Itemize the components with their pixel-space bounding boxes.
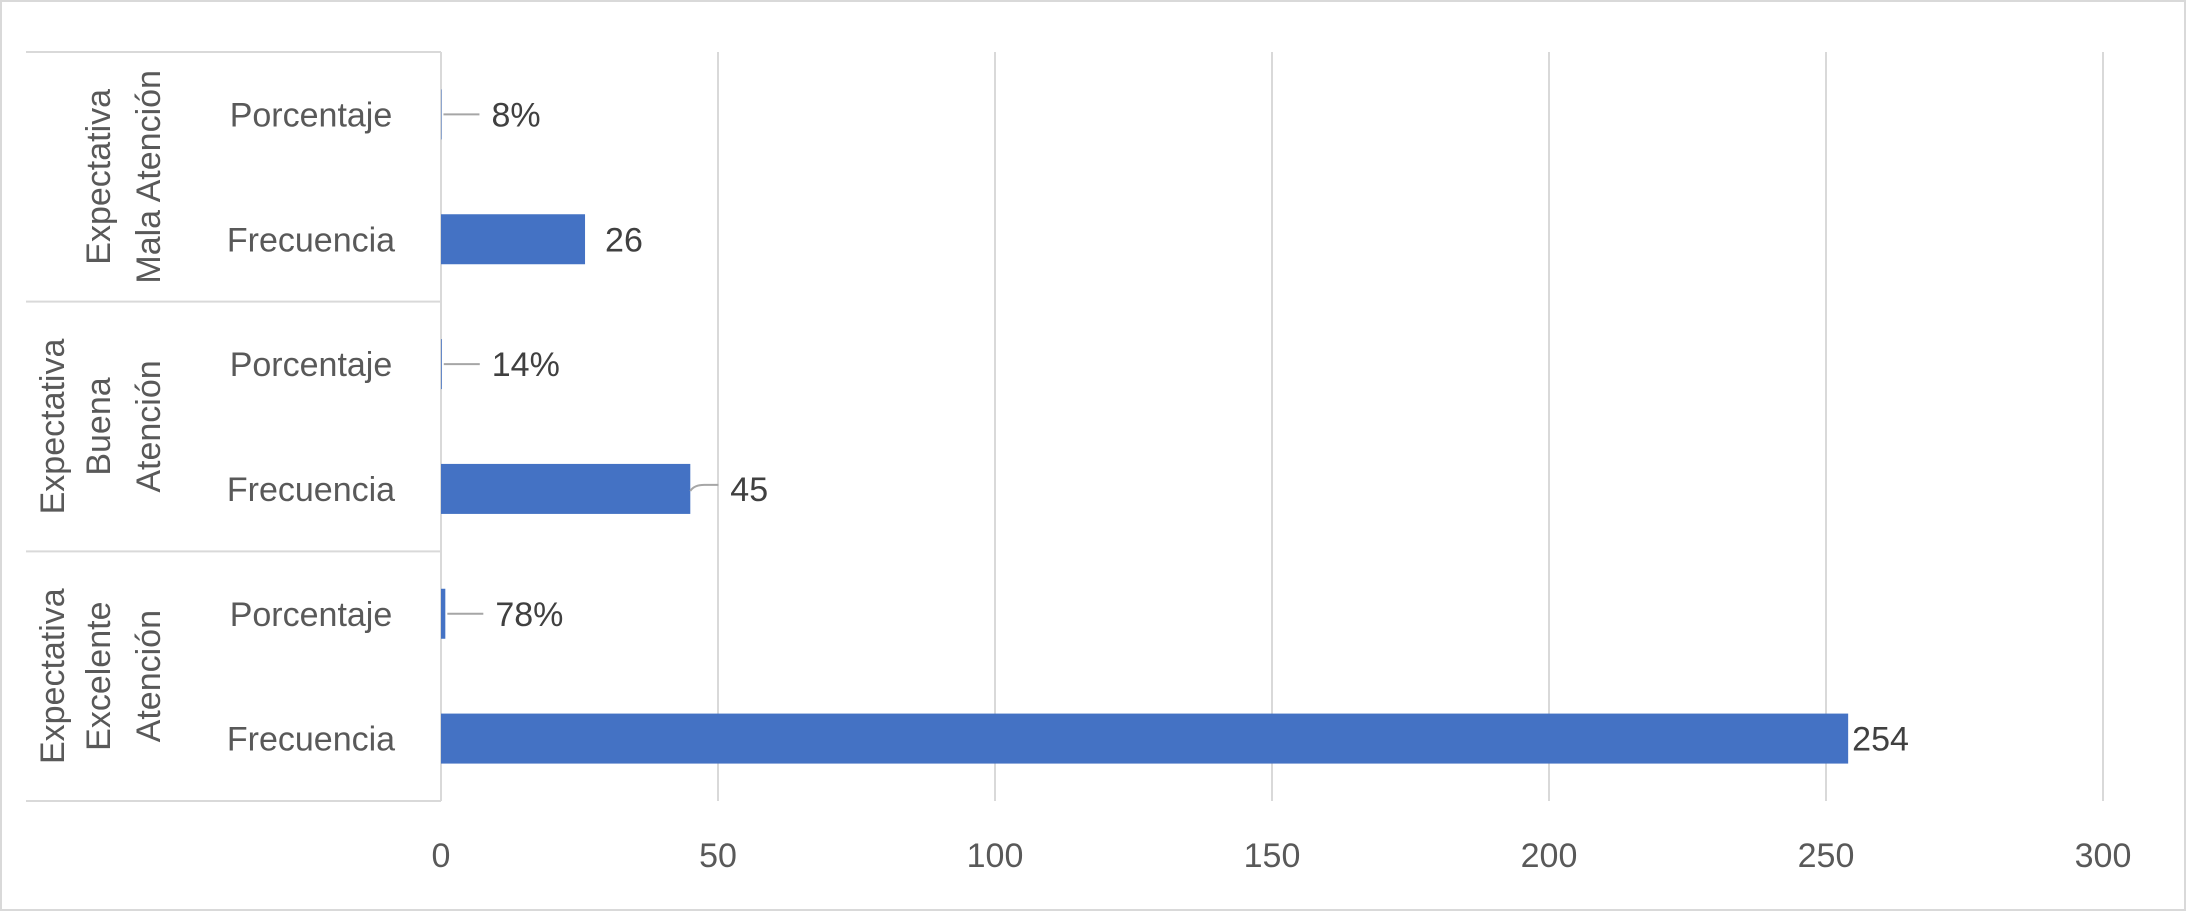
category-label: Porcentaje — [230, 96, 393, 134]
x-tick-label: 250 — [1798, 837, 1855, 875]
group-label-line: Buena — [80, 377, 118, 475]
group-label-line: Mala Atención — [130, 70, 168, 284]
data-labels: 8% 26 14% 45 78% 254 — [443, 96, 1909, 759]
x-tick-label: 50 — [699, 837, 737, 875]
category-label: Frecuencia — [227, 471, 395, 509]
data-label: 78% — [495, 596, 563, 634]
category-label: Porcentaje — [230, 346, 393, 384]
x-tick-label: 200 — [1521, 837, 1578, 875]
bar — [441, 339, 442, 390]
data-label: 26 — [605, 221, 643, 259]
group-label-line: Atención — [130, 360, 168, 492]
x-tick-label: 0 — [432, 837, 451, 875]
category-label: Frecuencia — [227, 721, 395, 759]
bar — [441, 214, 586, 265]
bars — [441, 89, 1849, 764]
data-label: 254 — [1852, 721, 1909, 759]
data-label: 8% — [491, 96, 540, 134]
x-tick-label: 100 — [967, 837, 1024, 875]
bar — [441, 713, 1849, 764]
x-tick-label: 300 — [2075, 837, 2132, 875]
data-label: 45 — [730, 471, 768, 509]
leader-line — [689, 483, 719, 492]
group-label-line: Expectativa — [34, 339, 72, 515]
group-label-line: Excelente — [80, 602, 118, 751]
bar — [441, 463, 691, 514]
bar — [441, 588, 446, 639]
category-label: Frecuencia — [227, 221, 395, 259]
group-label-line: Expectativa — [34, 588, 72, 764]
x-tick-label: 150 — [1244, 837, 1301, 875]
data-label: 14% — [492, 346, 560, 384]
group-label-line: Atención — [130, 610, 168, 742]
bar — [441, 89, 442, 140]
category-axis: Expectativa Mala Atención Porcentaje Frecue… — [26, 51, 442, 802]
group-label-line: Expectativa — [80, 89, 118, 265]
gridlines — [717, 52, 2104, 801]
category-label: Porcentaje — [230, 596, 393, 634]
x-axis-ticks: 0 50 100 150 200 250 300 — [432, 837, 2132, 875]
